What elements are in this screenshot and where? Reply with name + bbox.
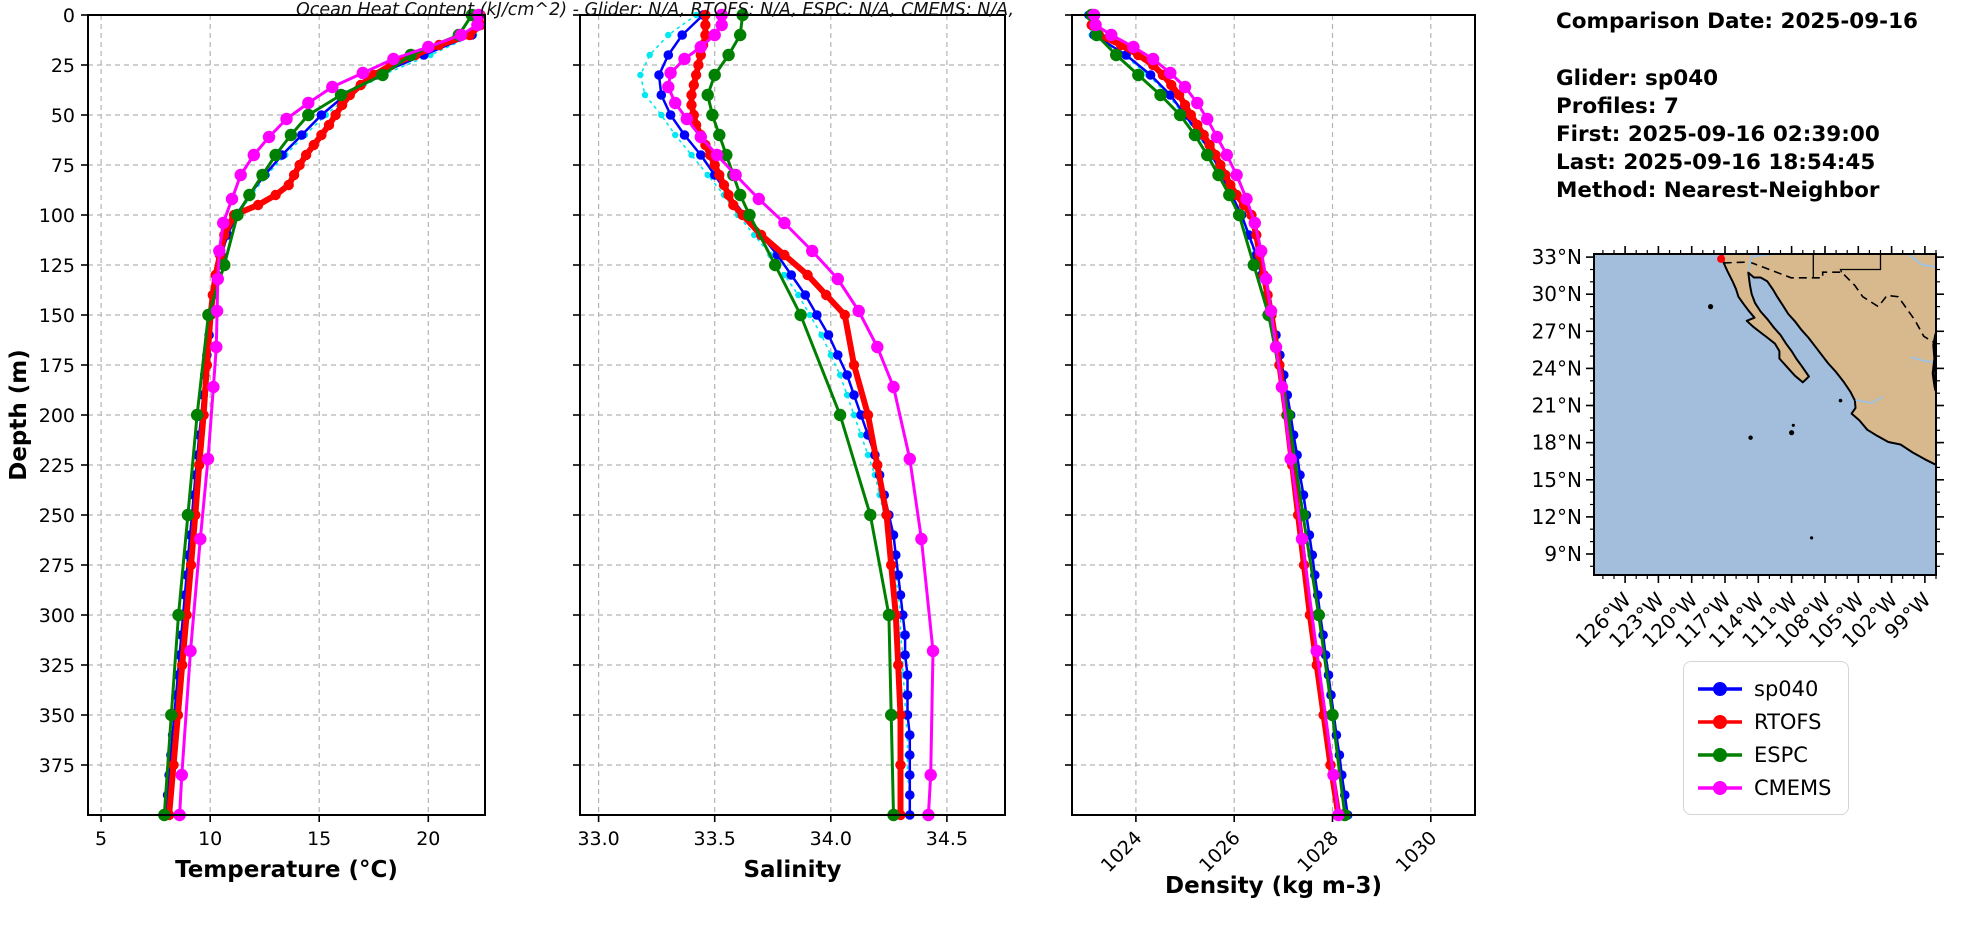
svg-text:275: 275	[39, 555, 75, 577]
svg-text:1024: 1024	[1097, 827, 1147, 877]
svg-text:33.5: 33.5	[694, 828, 736, 850]
svg-text:225: 225	[39, 455, 75, 477]
map-border-dashed	[1723, 261, 1936, 345]
legend-label: RTOFS	[1754, 709, 1822, 734]
map-river	[1855, 396, 1884, 405]
svg-text:325: 325	[39, 655, 75, 677]
x-axis-title: Temperature (°C)	[175, 857, 398, 883]
legend-item-cmems: CMEMS	[1696, 771, 1834, 804]
svg-text:1028: 1028	[1293, 827, 1343, 877]
series-CMEMS	[1087, 8, 1345, 822]
svg-text:50: 50	[51, 105, 75, 127]
legend-label: sp040	[1754, 676, 1819, 701]
svg-text:34.5: 34.5	[926, 828, 968, 850]
map-island	[1838, 398, 1843, 403]
svg-text:1026: 1026	[1195, 827, 1245, 877]
svg-text:21°N: 21°N	[1532, 394, 1582, 418]
map-river	[1907, 254, 1936, 268]
svg-text:20: 20	[416, 828, 440, 850]
info-spacer	[1556, 36, 1976, 65]
svg-text:24°N: 24°N	[1532, 356, 1582, 380]
map-island	[1748, 435, 1753, 440]
svg-text:18°N: 18°N	[1532, 431, 1582, 455]
svg-text:34.0: 34.0	[810, 828, 852, 850]
glider-text: Glider: sp040	[1556, 66, 1719, 91]
last-time-text: Last: 2025-09-16 18:54:45	[1556, 150, 1876, 175]
svg-text:350: 350	[39, 705, 75, 727]
svg-text:0: 0	[63, 5, 75, 27]
legend: sp040 RTOFS ESPC CMEMS	[1683, 661, 1849, 815]
series-sp040	[654, 10, 915, 820]
svg-text:25: 25	[51, 55, 75, 77]
svg-text:30°N: 30°N	[1532, 282, 1582, 306]
first-time-text: First: 2025-09-16 02:39:00	[1556, 122, 1880, 147]
comparison-date-text: Comparison Date: 2025-09-16	[1556, 9, 1919, 34]
info-panel: Comparison Date: 2025-09-16 Glider: sp04…	[1556, 8, 1976, 205]
svg-text:33°N: 33°N	[1532, 245, 1582, 269]
map-island	[1708, 304, 1714, 310]
legend-line-marker-icon	[1698, 747, 1742, 762]
salinity-profile-chart: 33.0 33.5 34.0 34.5 Salinity	[573, 8, 1006, 883]
legend-label: CMEMS	[1754, 775, 1832, 800]
legend-item-sp040: sp040	[1696, 672, 1834, 705]
svg-text:125: 125	[39, 255, 75, 277]
temperature-profile-chart: 5 10 15 20025507510012515017520022525027530…	[6, 5, 486, 883]
x-axis-title: Density (kg m-3)	[1165, 873, 1382, 899]
x-axis-title: Salinity	[743, 857, 841, 883]
map-island	[1791, 423, 1795, 427]
svg-text:10: 10	[198, 828, 222, 850]
svg-text:12°N: 12°N	[1532, 505, 1582, 529]
svg-text:150: 150	[39, 305, 75, 327]
y-axis-title: Depth (m)	[6, 349, 32, 481]
profiles-text: Profiles: 7	[1556, 94, 1679, 119]
legend-line-marker-icon	[1698, 780, 1742, 795]
legend-item-rtofs: RTOFS	[1696, 705, 1834, 738]
svg-text:9°N: 9°N	[1544, 542, 1582, 566]
map-island	[1789, 430, 1795, 436]
location-map: 126°W123°W120°W117°W114°W111°W108°W105°W…	[1532, 245, 1944, 653]
svg-text:300: 300	[39, 605, 75, 627]
svg-text:27°N: 27°N	[1532, 319, 1582, 343]
map-river	[1910, 356, 1936, 364]
svg-text:200: 200	[39, 405, 75, 427]
svg-text:5: 5	[95, 828, 107, 850]
series-CMEMS	[173, 8, 485, 822]
map-state-line	[1839, 254, 1882, 273]
svg-text:375: 375	[39, 755, 75, 777]
svg-text:250: 250	[39, 505, 75, 527]
legend-label: ESPC	[1754, 742, 1808, 767]
method-text: Method: Nearest-Neighbor	[1556, 178, 1880, 203]
series-ESPC	[701, 8, 900, 822]
svg-text:100: 100	[39, 205, 75, 227]
series-CMEMS	[662, 8, 940, 822]
glider-location-marker	[1717, 254, 1726, 263]
svg-text:175: 175	[39, 355, 75, 377]
density-profile-chart: 1024 1026 1028 1030 Density (kg m-3)	[1065, 8, 1476, 899]
svg-text:75: 75	[51, 155, 75, 177]
ocean-heat-content-footnote: Ocean Heat Content (kJ/cm^2) - Glider: N…	[295, 0, 1015, 20]
map-land	[1721, 254, 1936, 466]
svg-text:15: 15	[307, 828, 331, 850]
map-island	[1810, 536, 1814, 540]
legend-line-marker-icon	[1698, 681, 1742, 696]
legend-line-marker-icon	[1698, 714, 1742, 729]
svg-text:15°N: 15°N	[1532, 468, 1582, 492]
legend-item-espc: ESPC	[1696, 738, 1834, 771]
svg-text:1030: 1030	[1392, 827, 1442, 877]
svg-text:33.0: 33.0	[577, 828, 619, 850]
